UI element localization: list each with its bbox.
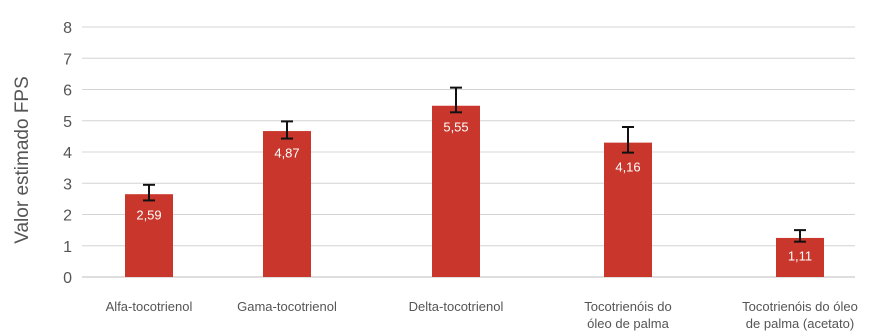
x-category-label-line: de palma (acetato) [746, 316, 854, 331]
data-label-2: 4,87 [274, 146, 299, 161]
x-category-label-line: Tocotrienóis do óleo [742, 299, 858, 314]
bar-2 [263, 131, 311, 277]
y-tick-label-0: 0 [63, 270, 72, 287]
bars [125, 105, 824, 277]
y-tick-label-5: 5 [63, 114, 72, 131]
x-category-label-line: Delta-tocotrienol [409, 299, 504, 314]
y-tick-label-1: 1 [63, 239, 72, 256]
error-bar-5 [794, 229, 806, 243]
bar-3 [432, 105, 480, 277]
y-tick-label-7: 7 [63, 51, 72, 68]
y-tick-label-2: 2 [63, 208, 72, 225]
bar-1 [125, 194, 173, 277]
x-category-label-2: Gama-tocotrienol [237, 299, 337, 314]
data-label-1: 2,59 [136, 207, 161, 222]
bar-5 [776, 237, 824, 277]
x-category-label-1: Alfa-tocotrienol [106, 299, 193, 314]
y-tick-label-8: 8 [63, 20, 72, 37]
error-bars [143, 86, 806, 243]
y-axis-title: Valor estimado FPS [12, 76, 33, 244]
bar-4 [604, 142, 652, 277]
data-label-5: 1,11 [788, 249, 812, 264]
x-category-label-line: Alfa-tocotrienol [106, 299, 193, 314]
y-tick-label-3: 3 [63, 176, 72, 193]
data-labels: 2,59 4,87 5,55 4,16 1,11 [136, 119, 812, 263]
x-category-label-4: Tocotrienóis do óleo de palma [584, 299, 671, 331]
x-category-label-line: óleo de palma [587, 316, 669, 331]
x-category-label-5: Tocotrienóis do óleo de palma (acetato) [742, 299, 858, 331]
x-category-label-3: Delta-tocotrienol [409, 299, 504, 314]
x-category-label-line: Gama-tocotrienol [237, 299, 337, 314]
error-bar-4 [622, 126, 634, 154]
x-category-label-line: Tocotrienóis do [584, 299, 671, 314]
y-axis-ticks: 0 1 2 3 4 5 6 7 8 [63, 20, 72, 287]
data-label-4: 4,16 [615, 160, 640, 175]
y-tick-label-4: 4 [63, 145, 72, 162]
error-bar-3 [450, 86, 462, 114]
data-label-3: 5,55 [443, 119, 468, 134]
error-bar-1 [143, 183, 155, 202]
error-bar-2 [281, 120, 293, 140]
y-tick-label-6: 6 [63, 83, 72, 100]
x-axis-categories: Alfa-tocotrienol Gama-tocotrienol Delta-to… [106, 299, 858, 331]
